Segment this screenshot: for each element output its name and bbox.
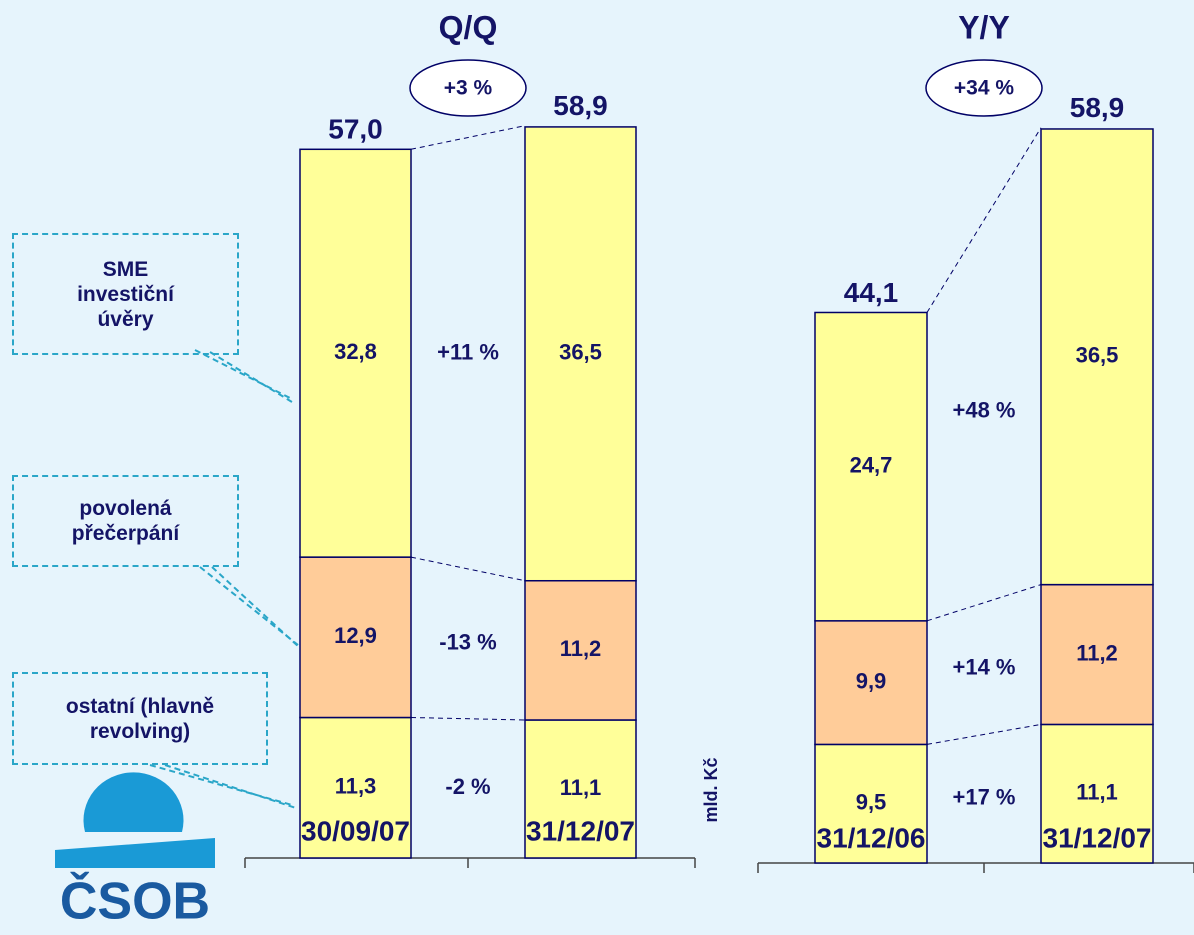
total-label: 58,9 [1070,92,1125,123]
value-label: 11,3 [335,774,377,799]
total-label: 58,9 [553,90,608,121]
value-label: 11,2 [560,636,602,661]
bar-segment [299,556,412,719]
logo-text: ČSOB [60,872,210,931]
total-label: 57,0 [328,114,383,145]
bar-segment [1040,128,1154,586]
connector [410,125,526,150]
bar-segment [1040,723,1154,864]
bar-segment [524,579,637,721]
badge-label: +34 % [954,77,1014,100]
legend-label: ostatní (hlavně revolving) [65,694,215,743]
x-tick-label: 30/09/07 [301,815,410,846]
change-label: +17 % [953,785,1016,810]
change-label: +48 % [953,398,1016,423]
bar-segment [524,126,637,582]
value-label: 36,5 [559,340,602,365]
change-label: +11 % [437,339,499,364]
callout-pointer [199,566,299,646]
legend-label: povolená přečerpání [71,497,180,545]
callout-pointer [149,764,293,806]
legend-label: SME investiční úvěry [77,257,174,331]
value-label: 32,8 [334,339,377,364]
bar-segment [814,311,928,622]
callout-pointer [211,566,301,649]
x-tick-label: 31/12/07 [1043,822,1152,853]
callout-pointer [194,349,291,399]
connector [926,584,1042,622]
bar-segment [814,743,928,864]
badge-label: +3 % [444,77,493,100]
logo: ČSOB [55,772,215,931]
connector [926,723,1042,745]
value-label: 11,2 [1076,640,1118,665]
value-label: 24,7 [850,452,893,477]
legend-callout: povolená přečerpání [12,475,239,567]
badge [925,59,1043,117]
chart-title: Q/Q [439,9,498,45]
x-tick-label: 31/12/07 [526,815,635,846]
logo-band [55,838,215,868]
x-tick-label: 31/12/06 [817,822,926,853]
legend-callout: SME investiční úvěry [12,233,239,355]
connector [926,127,1042,313]
value-label: 11,1 [1076,780,1118,805]
value-label: 9,9 [856,668,887,693]
y-axis-label: mld. Kč [701,757,721,822]
bar-segment [299,148,412,558]
bar-segment [524,719,637,859]
change-label: -2 % [445,774,490,799]
connector [410,717,526,721]
connector [410,556,526,582]
value-label: 12,9 [334,623,377,648]
logo-mark [83,772,184,832]
callout-pointer [209,351,293,403]
chart-title: Y/Y [958,9,1010,45]
value-label: 9,5 [856,790,887,815]
callout-pointer [164,764,297,809]
bar-segment [1040,583,1154,726]
legend-callout: ostatní (hlavně revolving) [12,672,268,765]
bar-segment [814,620,928,746]
value-label: 36,5 [1076,343,1119,368]
total-label: 44,1 [844,277,899,308]
change-label: -13 % [439,630,496,655]
change-label: +14 % [953,654,1016,679]
badge [409,59,527,117]
value-label: 11,1 [560,775,602,800]
